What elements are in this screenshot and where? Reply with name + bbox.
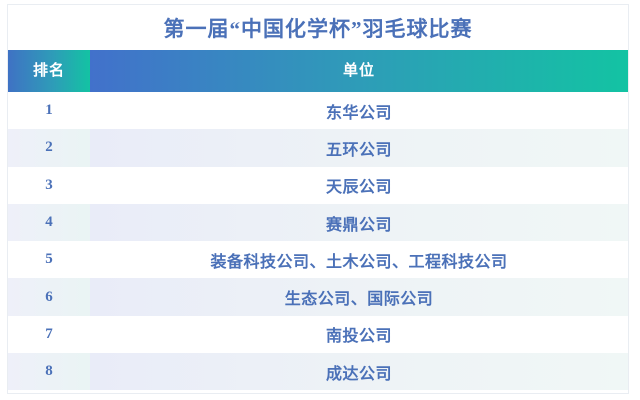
table-row: 5 装备科技公司、土木公司、工程科技公司 [8,241,628,279]
unit-value: 生态公司、国际公司 [284,291,434,309]
column-header-unit-label: 单位 [342,63,375,79]
cell-unit: 成达公司 [90,353,628,391]
rank-value: 6 [45,288,53,305]
cell-unit: 生态公司、国际公司 [90,278,628,316]
table-row: 2 五环公司 [8,129,628,167]
column-header-rank: 排名 [8,50,90,92]
table-head: 排名 单位 [8,50,628,92]
cell-rank: 3 [8,166,90,204]
table-row: 7 南投公司 [8,315,628,354]
unit-value: 五环公司 [325,141,392,159]
cell-unit: 东华公司 [90,92,628,130]
cell-unit: 装备科技公司、土木公司、工程科技公司 [90,241,628,279]
page-title: 第一届“中国化学杯”羽毛球比赛 [163,16,473,41]
table-row: 8 成达公司 [8,353,628,391]
cell-unit: 南投公司 [90,315,628,354]
cell-rank: 8 [8,353,90,391]
rank-value: 8 [45,363,53,380]
cell-rank: 7 [8,315,90,354]
rank-value: 7 [45,325,53,342]
unit-value: 南投公司 [325,328,392,346]
cell-unit: 赛鼎公司 [90,203,628,242]
unit-value: 东华公司 [325,104,392,122]
cell-rank: 5 [8,241,90,279]
table-header-row: 排名 单位 [8,50,628,92]
cell-rank: 4 [8,203,90,242]
ranking-card: 第一届“中国化学杯”羽毛球比赛 排名 单位 1 东华公司 2 五环公司 3 天辰公司 4 赛鼎… [7,4,629,394]
title-bar: 第一届“中国化学杯”羽毛球比赛 [8,5,628,50]
table-body: 1 东华公司 2 五环公司 3 天辰公司 4 赛鼎公司 5 装备科技公司、土木公司、工程科技公司 6… [8,92,628,391]
rank-value: 5 [45,251,53,268]
unit-value: 天辰公司 [325,179,392,197]
cell-rank: 2 [8,129,90,167]
rank-value: 1 [45,102,53,119]
cell-rank: 1 [8,92,90,130]
unit-value: 成达公司 [325,365,392,383]
cell-unit: 五环公司 [90,129,628,167]
table-row: 3 天辰公司 [8,166,628,204]
ranking-table: 排名 单位 1 东华公司 2 五环公司 3 天辰公司 4 赛鼎公司 5 装备科技公司、土木公司、工… [8,50,628,391]
column-header-unit: 单位 [90,50,628,92]
table-row: 1 东华公司 [8,92,628,130]
cell-rank: 6 [8,278,90,316]
rank-value: 3 [45,176,53,193]
table-row: 6 生态公司、国际公司 [8,278,628,316]
rank-value: 2 [45,139,53,156]
unit-value: 赛鼎公司 [325,216,392,234]
cell-unit: 天辰公司 [90,166,628,204]
unit-value: 装备科技公司、土木公司、工程科技公司 [210,253,508,271]
table-row: 4 赛鼎公司 [8,203,628,242]
rank-value: 4 [45,214,53,231]
column-header-rank-label: 排名 [32,63,65,79]
